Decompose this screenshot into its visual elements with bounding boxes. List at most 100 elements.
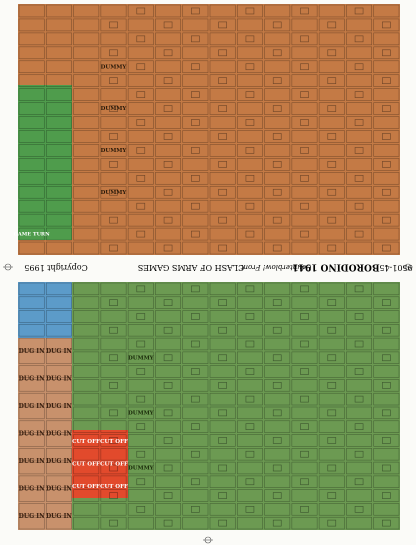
- counter-cell: [155, 351, 182, 364]
- counter-cell: [318, 434, 345, 447]
- counter-cell: [100, 4, 127, 18]
- counter-cell: [236, 489, 263, 502]
- counter-cell: [373, 379, 400, 392]
- counter-cell: [291, 199, 318, 213]
- sheet-area: [18, 4, 400, 255]
- unit-symbol: [354, 63, 364, 71]
- counter-cell: [236, 185, 263, 199]
- counter-cell: [18, 18, 45, 32]
- counter-cell: [209, 185, 236, 199]
- unit-symbol: [163, 105, 173, 112]
- counter-cell: [236, 102, 263, 115]
- counter-cell: [318, 365, 345, 378]
- counter-cell: [291, 434, 318, 447]
- unit-symbol: [382, 105, 391, 112]
- counter-label: CUT OFF: [100, 462, 128, 468]
- counter-cell: [155, 282, 182, 296]
- unit-symbol: [354, 450, 364, 458]
- counter-cell: [100, 310, 127, 323]
- unit-symbol: [327, 464, 337, 472]
- unit-symbol: [163, 492, 173, 499]
- counter-cell: [209, 324, 236, 337]
- counter-cell: [155, 337, 182, 351]
- counter-cell: [155, 18, 182, 32]
- unit-symbol: [191, 63, 200, 71]
- counter-cell: [291, 461, 318, 475]
- counter-cell: [236, 213, 263, 227]
- unit-symbol: [218, 133, 227, 140]
- unit-symbol: [136, 313, 146, 320]
- unit-symbol: [136, 395, 146, 403]
- unit-symbol: [245, 63, 255, 71]
- unit-symbol: [136, 7, 146, 15]
- unit-symbol: [327, 244, 337, 252]
- counter-cell: [346, 475, 373, 488]
- unit-symbol: [327, 188, 337, 196]
- counter-cell: [291, 420, 318, 433]
- counter-cell: [209, 461, 236, 475]
- counter-cell: [264, 489, 291, 502]
- unit-symbol: [272, 216, 282, 224]
- counter-cell: [73, 199, 100, 213]
- counter-cell: [236, 4, 263, 18]
- counter-cell: [127, 310, 154, 323]
- counter-cell: [291, 46, 318, 60]
- counter-cell: [73, 461, 100, 475]
- unit-symbol: [163, 161, 173, 168]
- counter-cell: [73, 489, 100, 502]
- unit-symbol: [136, 230, 146, 238]
- counter-cell: [18, 172, 45, 185]
- counter-cell: [236, 227, 263, 241]
- counter-cell: [100, 102, 127, 115]
- unit-symbol: [354, 7, 364, 15]
- counter-cell: [18, 461, 45, 475]
- counter-cell: [100, 88, 127, 101]
- counter-cell: [264, 310, 291, 323]
- unit-symbol: [300, 478, 309, 486]
- unit-symbol: [136, 91, 146, 98]
- counter-cell: [18, 365, 45, 378]
- unit-symbol: [327, 105, 337, 112]
- counter-label: DUMMY: [101, 106, 127, 112]
- counter-cell: [45, 420, 72, 433]
- counter-cell: [373, 324, 400, 337]
- counter-cell: [209, 144, 236, 157]
- counter-cell: [155, 60, 182, 74]
- counter-cell: [73, 74, 100, 87]
- counter-cell: [373, 420, 400, 433]
- unit-symbol: [354, 285, 364, 293]
- counter-cell: [182, 46, 209, 60]
- color-block: [18, 85, 72, 240]
- unit-symbol: [382, 437, 391, 444]
- unit-symbol: [382, 382, 391, 389]
- unit-symbol: [300, 35, 309, 43]
- counter-cell: [18, 379, 45, 392]
- unit-symbol: [191, 91, 200, 98]
- counter-cell: [209, 46, 236, 60]
- counter-cell: [373, 74, 400, 87]
- counter-cell: [264, 241, 291, 255]
- counter-cell: [291, 379, 318, 392]
- counter-cell: [264, 213, 291, 227]
- counter-cell: [100, 296, 127, 309]
- counter-cell: [373, 434, 400, 447]
- unit-symbol: [382, 354, 391, 362]
- counter-cell: [182, 489, 209, 502]
- unit-symbol: [218, 77, 227, 84]
- color-block: [18, 338, 72, 530]
- counter-label: CUT OFF: [72, 439, 100, 445]
- counter-cell: [209, 392, 236, 406]
- counter-cell: [318, 144, 345, 157]
- unit-symbol: [272, 354, 282, 362]
- counter-cell: [373, 116, 400, 129]
- unit-symbol: [163, 188, 173, 196]
- subtitle: Counterblow! Front: [241, 263, 312, 271]
- unit-symbol: [218, 519, 227, 527]
- unit-symbol: [300, 368, 309, 375]
- counter-cell: [45, 46, 72, 60]
- counter-cell: [18, 116, 45, 129]
- unit-symbol: [136, 478, 146, 486]
- counter-cell: [182, 4, 209, 18]
- counter-cell: [264, 337, 291, 351]
- counter-cell: [318, 379, 345, 392]
